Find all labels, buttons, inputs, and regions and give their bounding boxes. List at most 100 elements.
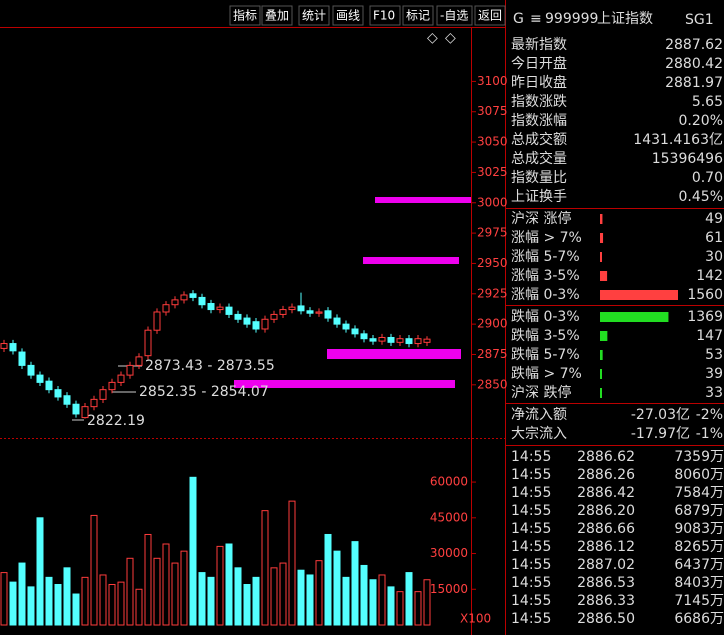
breadth-count: 142 [696,268,723,284]
quote-label: 指数涨跌 [511,94,567,110]
quote-value: 15396496 [652,151,723,167]
tick-volume: 7584万 [674,485,724,501]
tick-time: 14:55 [511,575,551,591]
tick-time: 14:55 [511,611,551,627]
breadth-label: 跌幅 5-7% [511,347,580,363]
candle-body [306,310,314,314]
candle-body [198,296,206,306]
volume-bar [171,562,179,626]
toolbar-button[interactable] [474,5,506,26]
volume-bar [0,572,8,626]
tick-price: 2886.26 [577,467,635,483]
toolbar-button[interactable] [369,5,401,26]
toolbar-button[interactable] [332,5,364,26]
volume-bar [279,562,287,626]
candle-body [27,364,35,376]
annotation: 2852.35 - 2854.07 [139,384,269,400]
candle-body [279,309,287,315]
toolbar-label[interactable]: 叠加 [265,9,289,23]
candle-body [270,313,278,320]
breadth-count: 39 [705,366,723,382]
flow-amount: -17.97亿 [631,426,690,442]
candle-body [81,406,89,419]
breadth-bar [600,369,602,379]
toolbar-label[interactable]: 标记 [406,9,430,23]
flow-label: 大宗流入 [511,426,567,442]
toolbar-button[interactable] [298,5,330,26]
tick-volume: 7359万 [674,449,724,465]
volume-bar [414,591,422,626]
y-tick-label: 15000 [430,582,468,596]
volume-bar [72,593,80,626]
volume-bar [18,562,26,626]
quote-value: 2880.42 [665,56,723,72]
toolbar-button[interactable] [436,5,473,26]
icon[interactable]: ◇ [427,30,438,46]
toolbar-label[interactable]: 指标 [233,8,257,23]
toolbar-button[interactable] [261,5,293,26]
volume-unit: X100 [460,612,491,626]
volume-bar [90,514,98,626]
toolbar-label[interactable]: 返回 [478,9,502,23]
candle-body [360,333,368,340]
y-tick-label: 2875 [477,347,508,361]
breadth-bar [600,388,602,398]
tick-time: 14:55 [511,467,551,483]
candle-body [135,356,143,366]
volume-bar [45,576,53,626]
volume-bar [126,557,134,626]
breadth-bar [600,290,678,300]
code: 999999 [545,11,598,27]
tick-volume: 8060万 [674,467,724,483]
tick-price: 2886.62 [577,449,635,465]
quote-value: 5.65 [692,94,723,110]
breadth-label: 涨幅 3-5% [511,268,580,284]
volume-bar [315,560,323,626]
toolbar-label[interactable]: 画线 [336,9,360,23]
name: 上证指数 [597,11,653,27]
candle-body [0,343,8,349]
quote-label: 总成交量 [511,150,567,167]
volume-bar [117,581,125,626]
y-tick-label: 3050 [477,135,508,149]
candle-body [378,336,386,342]
volume-bar [207,576,215,626]
toolbar-label[interactable]: 统计 [302,9,326,23]
tick-price: 2886.42 [577,485,635,501]
menu-icon[interactable]: ≡ [530,11,542,27]
breadth-bar [600,331,608,341]
quote-value: 2881.97 [665,75,723,91]
tick-volume: 6879万 [674,503,724,519]
volume-bar [234,567,242,626]
toolbar-label[interactable]: -自选 [440,9,468,23]
volume-bar [405,572,413,626]
y-tick-label: 3075 [477,104,508,118]
candle-body [162,304,170,313]
icon[interactable]: ◇ [445,30,456,46]
y-tick-label: 45000 [430,510,468,524]
tick-volume: 7145万 [674,593,724,609]
tick-price: 2886.53 [577,575,635,591]
chip-bar [375,197,471,203]
quote-label: 指数涨幅 [511,113,567,129]
volume-bar [387,586,395,626]
tick-time: 14:55 [511,449,551,465]
flow-label: 净流入额 [511,407,567,423]
volume-bar [144,533,152,626]
toolbar-button[interactable] [229,5,261,26]
breadth-label: 跌幅 > 7% [511,366,582,382]
toolbar-label[interactable]: F10 [373,9,395,23]
candle-body [261,318,269,330]
candle-body [297,305,305,312]
quote-label: 指数量比 [511,170,567,186]
breadth-count: 30 [705,249,723,265]
y-tick-label: 2850 [477,377,508,391]
toolbar-button[interactable] [402,5,434,26]
candle-body [108,381,116,391]
breadth-label: 涨幅 > 7% [511,230,582,246]
candle-body [45,380,53,391]
tick-time: 14:55 [511,557,551,573]
tick-volume: 6686万 [674,611,724,627]
candle-body [189,293,197,298]
